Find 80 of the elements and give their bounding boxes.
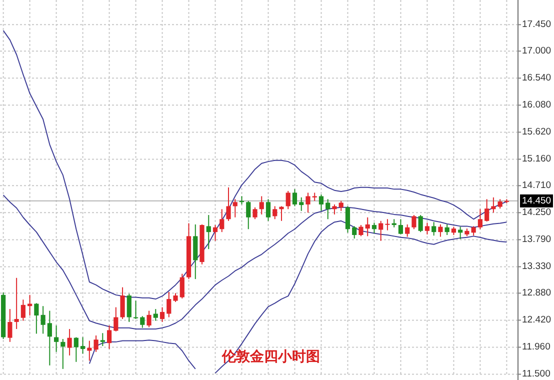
y-tick-label: 14.710 [522, 180, 552, 192]
candlestick [106, 324, 112, 350]
candlestick [432, 222, 436, 236]
candlestick [60, 338, 66, 370]
candlestick [146, 310, 152, 328]
candlestick [292, 188, 298, 207]
candlestick [398, 218, 404, 235]
y-tick-label: 12.420 [522, 314, 552, 326]
candlestick [358, 224, 364, 237]
y-tick-label: 11.960 [522, 342, 550, 353]
candlestick [160, 306, 165, 322]
y-tick-label: 15.160 [522, 154, 552, 165]
candlestick [306, 192, 310, 214]
y-tick-label: 15.620 [522, 126, 552, 138]
candlestick [166, 291, 172, 318]
candlestick [484, 198, 490, 222]
candlestick [272, 206, 278, 220]
candlestick [458, 226, 463, 240]
candlestick [140, 316, 145, 328]
candlestick [114, 306, 118, 332]
candlestick [498, 198, 502, 210]
candlestick [365, 216, 370, 237]
candlestick [252, 206, 258, 220]
candlestick [418, 214, 423, 233]
candlestick [378, 220, 384, 242]
candlestick [34, 302, 39, 334]
y-tick-label: 12.880 [522, 288, 552, 299]
candlestick [232, 198, 238, 218]
candlestick [133, 300, 138, 320]
candlestick [438, 224, 443, 238]
candlestick [180, 273, 184, 299]
candlestick [412, 214, 416, 230]
y-tick-label: 13.330 [522, 261, 552, 272]
candlestick [405, 224, 410, 238]
candlestick [345, 206, 350, 234]
candlestick [153, 308, 158, 322]
candlestick [120, 286, 125, 320]
candlestick [266, 198, 271, 222]
candlestick [20, 299, 26, 322]
candlestick [226, 186, 231, 222]
candlestick [338, 200, 344, 212]
candlestick [372, 222, 377, 234]
candlestick [352, 226, 357, 240]
candlestick [126, 293, 132, 322]
y-tick-label: 16.540 [522, 72, 552, 84]
candlestick [47, 310, 52, 366]
candlestick [80, 336, 86, 354]
candlestick [444, 224, 450, 236]
candlestick [299, 196, 304, 212]
candlestick [8, 308, 12, 342]
candlestick [206, 214, 211, 250]
candlestick [74, 336, 78, 362]
candlestick [491, 196, 496, 214]
candlestick [326, 198, 330, 220]
candlestick [246, 200, 251, 230]
candlestick [94, 334, 98, 352]
candlestick [279, 206, 284, 222]
candlestick [286, 190, 290, 210]
candlestick [318, 194, 324, 212]
candlestick [40, 306, 46, 334]
candlestick [28, 294, 32, 316]
candlestick [220, 208, 224, 233]
candlestick [385, 218, 390, 231]
candlestick [471, 226, 476, 236]
y-tick-label: 16.080 [522, 100, 552, 111]
candlestick [67, 328, 72, 356]
candlestick [54, 324, 59, 352]
y-tick-label: 17.000 [522, 46, 552, 57]
candlestick [424, 222, 430, 235]
y-tick-label: 13.790 [522, 234, 552, 246]
y-tick-label: 11.500 [522, 368, 550, 380]
ref-line-label: 14.450 [522, 195, 552, 206]
y-tick-label: 17.450 [522, 19, 552, 30]
candlestick [332, 204, 337, 215]
candlestick [478, 208, 482, 230]
candlestick [100, 332, 105, 347]
candlestick [259, 196, 264, 215]
candlestick [212, 224, 218, 242]
y-tick-label: 14.250 [522, 207, 552, 218]
candlestick [14, 277, 19, 330]
